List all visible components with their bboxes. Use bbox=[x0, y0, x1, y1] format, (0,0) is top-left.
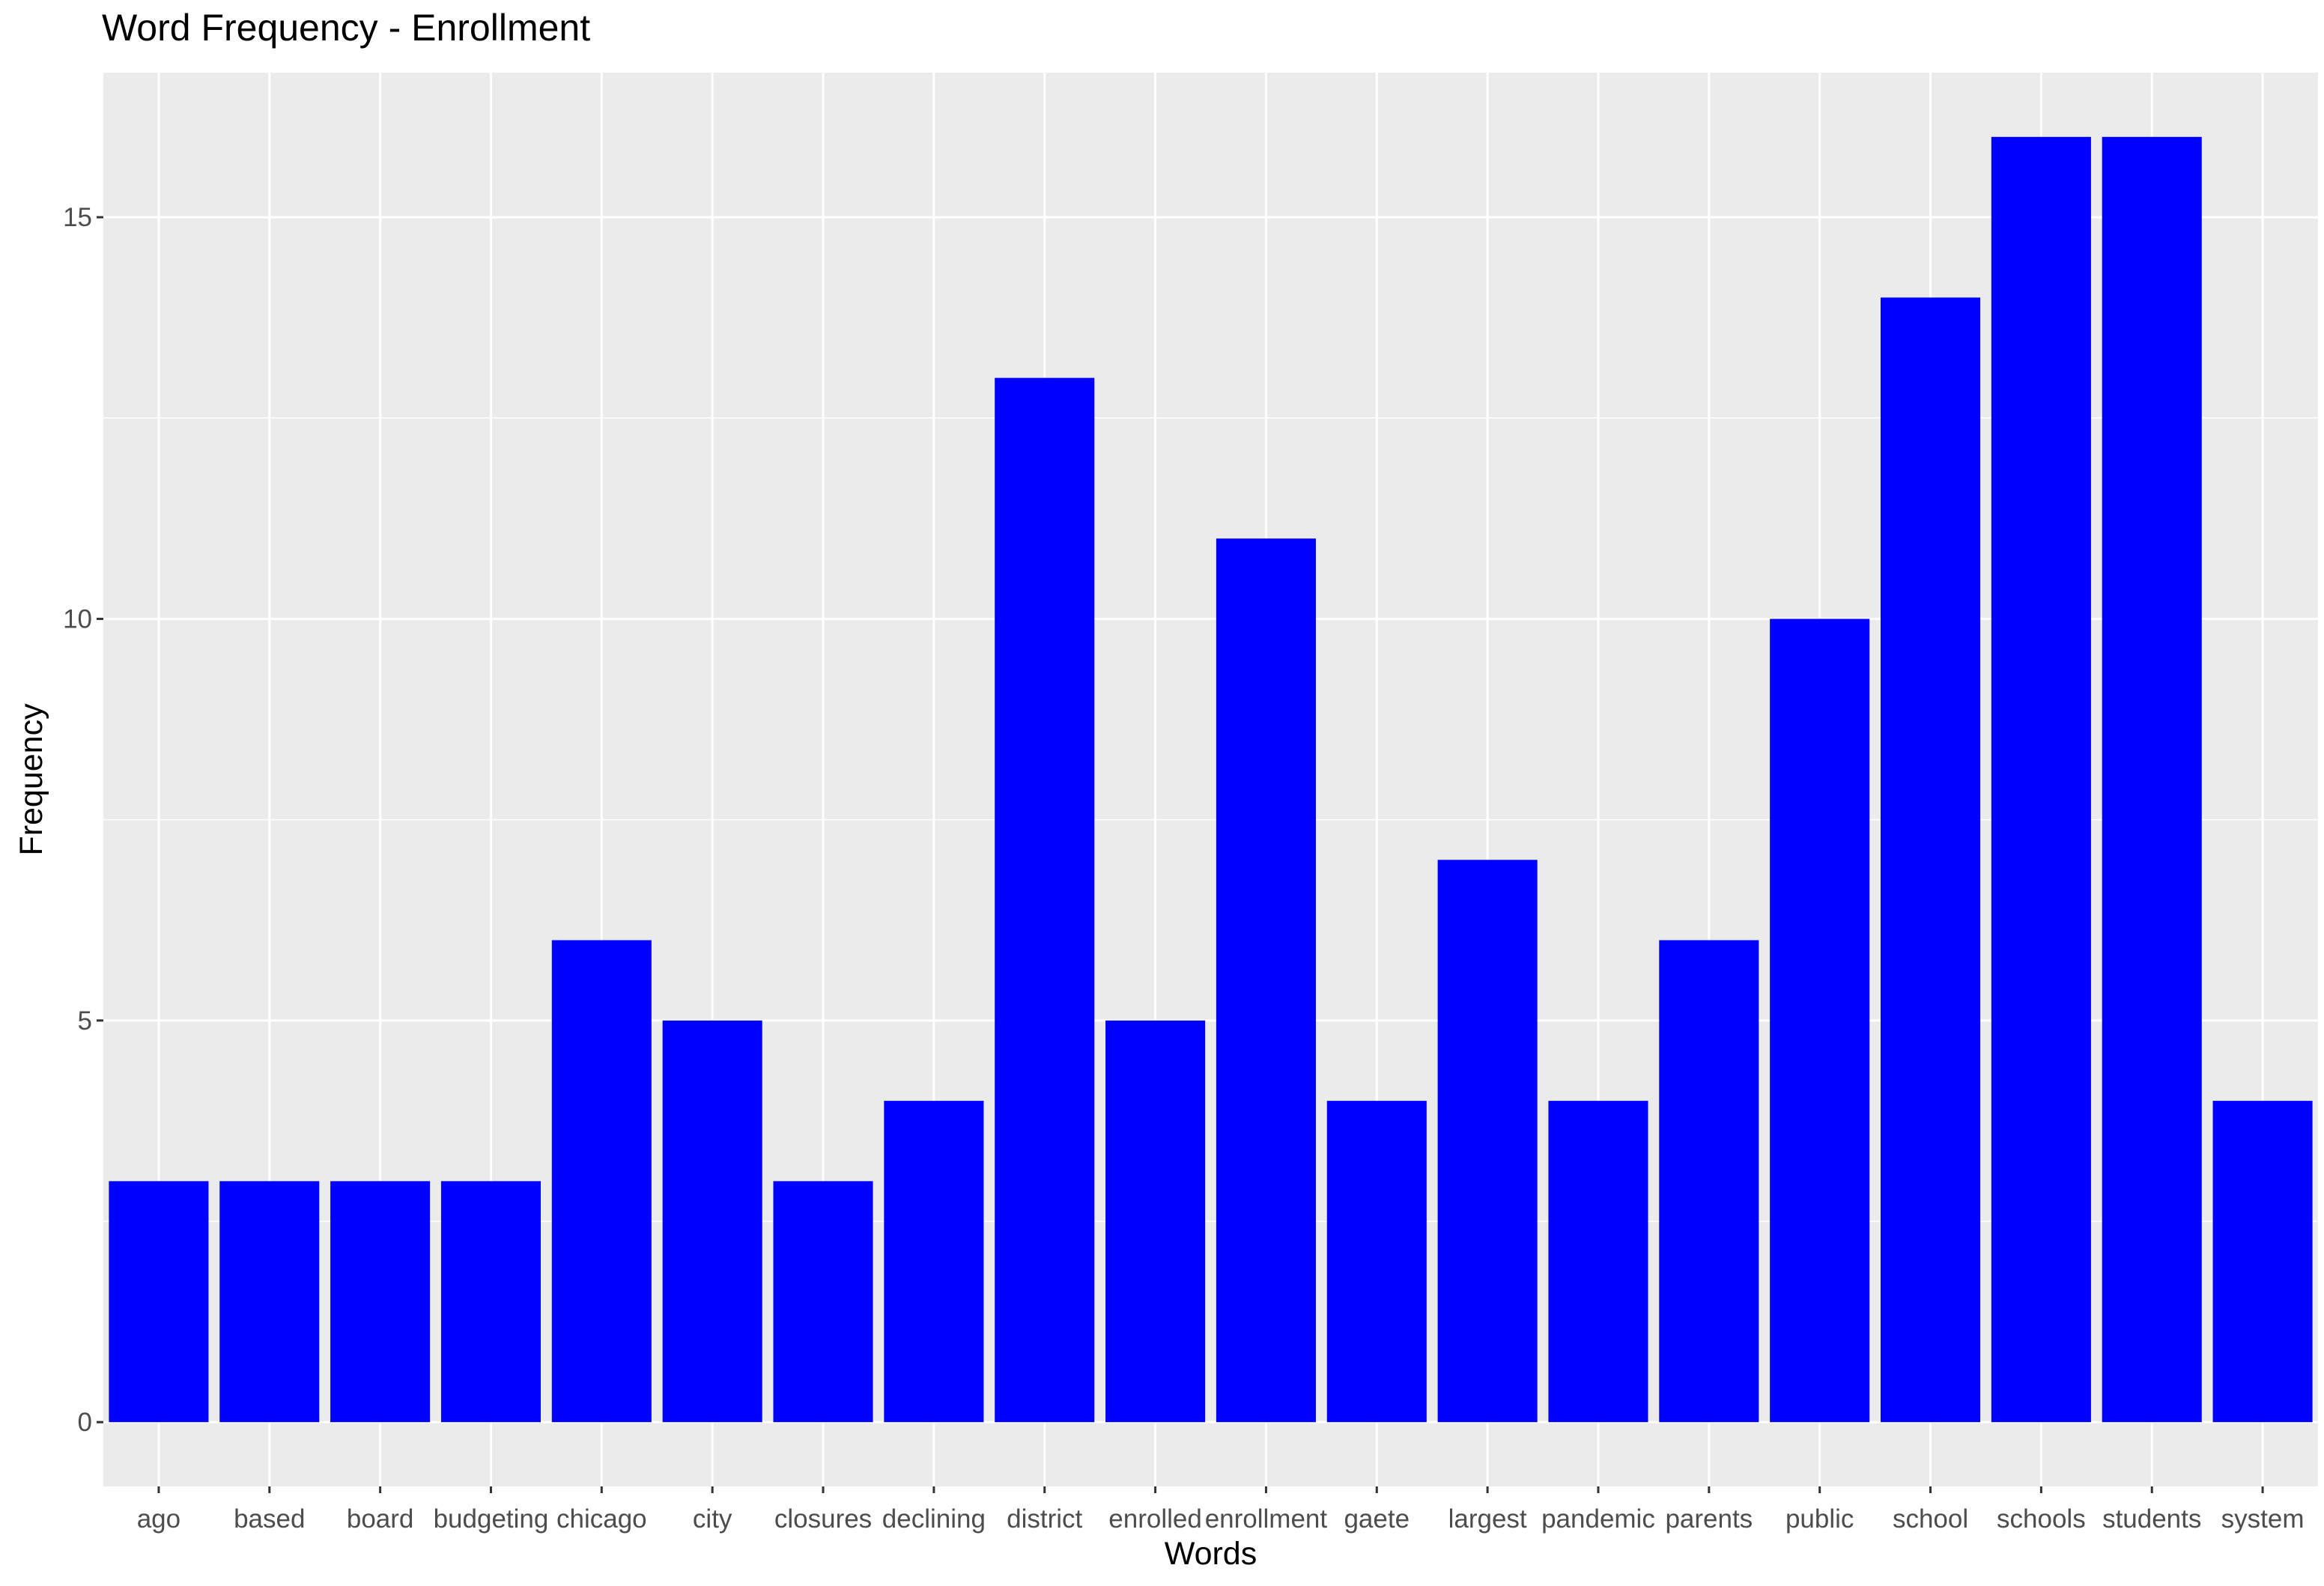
x-tick-label: enrolled bbox=[1108, 1504, 1202, 1534]
bar bbox=[2212, 1101, 2313, 1423]
bar bbox=[1437, 860, 1538, 1423]
x-tick-label: gaete bbox=[1344, 1504, 1410, 1534]
bar bbox=[2102, 136, 2202, 1423]
bar bbox=[1880, 297, 1981, 1423]
bars bbox=[109, 136, 2313, 1423]
chart-title: Word Frequency - Enrollment bbox=[102, 7, 591, 49]
x-tick-label: district bbox=[1007, 1504, 1082, 1534]
x-tick-label: city bbox=[693, 1504, 732, 1534]
bar bbox=[1105, 1020, 1206, 1423]
bar bbox=[1770, 619, 1870, 1423]
bar bbox=[551, 940, 652, 1423]
y-axis-title: Frequency bbox=[13, 703, 49, 856]
x-tick-label: schools bbox=[1997, 1504, 2086, 1534]
y-tick-label: 10 bbox=[63, 604, 92, 634]
y-axis: 0 5 10 15 bbox=[63, 203, 103, 1437]
bar bbox=[109, 1181, 209, 1423]
plot-panel bbox=[103, 73, 2318, 1486]
x-tick-label: enrollment bbox=[1205, 1504, 1328, 1534]
x-tick-label: parents bbox=[1665, 1504, 1753, 1534]
bar bbox=[330, 1181, 431, 1423]
y-tick-label: 15 bbox=[63, 203, 92, 232]
x-tick-label: public bbox=[1786, 1504, 1854, 1534]
x-tick-label: based bbox=[234, 1504, 305, 1534]
bar bbox=[1991, 136, 2091, 1423]
x-tick-label: closures bbox=[774, 1504, 872, 1534]
x-axis-title: Words bbox=[1165, 1536, 1257, 1572]
y-tick-label: 0 bbox=[78, 1408, 92, 1437]
x-tick-label: largest bbox=[1448, 1504, 1527, 1534]
bar bbox=[773, 1181, 873, 1423]
bar bbox=[884, 1101, 984, 1423]
bar bbox=[662, 1020, 762, 1423]
x-tick-label: school bbox=[1893, 1504, 1968, 1534]
bar bbox=[440, 1181, 541, 1423]
bar bbox=[995, 377, 1095, 1423]
bar bbox=[1659, 940, 1759, 1423]
bar bbox=[1216, 538, 1316, 1423]
x-tick-label: board bbox=[347, 1504, 414, 1534]
x-tick-label: system bbox=[2221, 1504, 2305, 1534]
bar bbox=[1326, 1101, 1427, 1423]
x-tick-label: declining bbox=[882, 1504, 986, 1534]
x-axis: ago based board budgeting chicago city closure… bbox=[137, 1486, 2305, 1534]
x-tick-label: ago bbox=[137, 1504, 180, 1534]
bar bbox=[1548, 1101, 1648, 1423]
x-tick-label: students bbox=[2102, 1504, 2201, 1534]
x-tick-label: pandemic bbox=[1541, 1504, 1655, 1534]
x-tick-label: budgeting bbox=[434, 1504, 549, 1534]
x-tick-label: chicago bbox=[556, 1504, 647, 1534]
y-tick-label: 5 bbox=[78, 1006, 92, 1036]
bar bbox=[219, 1181, 320, 1423]
